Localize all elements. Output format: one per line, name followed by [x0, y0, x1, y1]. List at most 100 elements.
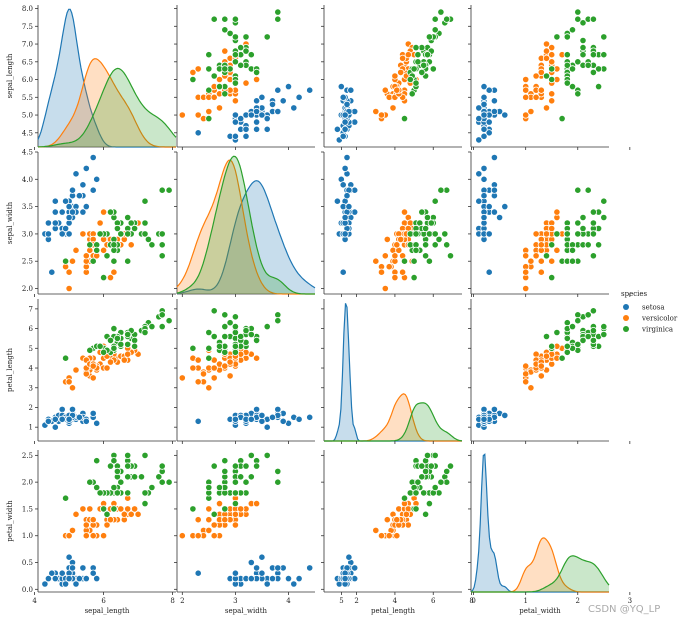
scatter-point-versicolor [383, 516, 391, 524]
scatter-point-versicolor [117, 505, 125, 513]
panels-layer: 4.55.05.56.06.57.07.58.0sepal_length2.02… [6, 5, 632, 615]
scatter-point-virginica [584, 186, 592, 194]
scatter-point-virginica [148, 483, 156, 492]
scatter-point-virginica [89, 257, 97, 265]
y-tick-label: 4.5 [22, 129, 33, 137]
scatter-point-virginica [205, 344, 213, 352]
scatter-point-virginica [86, 478, 94, 486]
scatter-point-versicolor [381, 86, 389, 94]
scatter-point-setosa [82, 203, 90, 211]
scatter-point-setosa [231, 118, 239, 126]
scatter-point-versicolor [253, 75, 261, 84]
scatter-point-virginica [131, 224, 139, 233]
scatter-point-setosa [231, 111, 239, 119]
scatter-point-virginica [242, 462, 250, 470]
scatter-point-setosa [253, 107, 261, 116]
scatter-point-versicolor [537, 68, 545, 77]
scatter-point-versicolor [72, 366, 80, 374]
scatter-point-virginica [594, 65, 603, 73]
scatter-point-versicolor [391, 72, 399, 80]
scatter-point-virginica [141, 489, 149, 497]
scatter-point-virginica [221, 322, 229, 331]
scatter-point-virginica [215, 83, 224, 91]
scatter-point-setosa [258, 411, 266, 419]
scatter-point-virginica [205, 354, 213, 362]
scatter-point-virginica [437, 478, 445, 486]
scatter-point-virginica [553, 33, 561, 41]
scatter-point-setosa [306, 86, 314, 94]
scatter-point-virginica [542, 252, 551, 260]
panel-sepal_width-vs-sepal_width [174, 151, 342, 297]
scatter-point-setosa [194, 569, 202, 577]
scatter-point-virginica [446, 462, 455, 470]
scatter-point-versicolor [393, 86, 401, 94]
scatter-point-virginica [205, 65, 213, 73]
scatter-point-setosa [247, 415, 255, 423]
scatter-point-setosa [490, 107, 498, 116]
scatter-point-setosa [475, 104, 483, 112]
scatter-point-virginica [86, 346, 94, 354]
scatter-point-virginica [231, 478, 239, 486]
scatter-point-virginica [568, 322, 577, 331]
scatter-point-setosa [268, 100, 277, 109]
scatter-point-virginica [205, 51, 213, 59]
scatter-point-setosa [82, 164, 90, 172]
scatter-point-virginica [215, 483, 224, 492]
x-tick-label: 6 [101, 597, 106, 605]
scatter-point-virginica [221, 348, 229, 356]
scatter-point-virginica [158, 252, 166, 260]
scatter-point-virginica [247, 473, 255, 481]
scatter-point-virginica [574, 311, 582, 319]
scatter-point-virginica [221, 467, 229, 475]
scatter-point-virginica [589, 307, 598, 315]
scatter-point-virginica [274, 317, 282, 325]
scatter-point-versicolor [89, 516, 97, 524]
kde-fill-versicolor [324, 393, 462, 441]
scatter-point-setosa [61, 197, 70, 205]
scatter-point-virginica [412, 230, 420, 238]
scatter-point-virginica [110, 257, 118, 265]
scatter-point-versicolor [527, 384, 535, 392]
scatter-point-versicolor [372, 257, 380, 265]
scatter-point-setosa [284, 574, 293, 583]
scatter-point-virginica [247, 330, 255, 339]
scatter-point-setosa [58, 405, 66, 413]
scatter-point-setosa [89, 153, 97, 162]
scatter-point-setosa [480, 192, 488, 200]
scatter-point-versicolor [100, 208, 108, 216]
scatter-point-setosa [79, 564, 87, 572]
scatter-point-setosa [44, 230, 53, 238]
x-tick-label: 4 [393, 597, 398, 605]
scatter-point-setosa [44, 574, 53, 583]
scatter-point-virginica [589, 219, 598, 227]
y-tick-label: 4 [29, 365, 34, 373]
scatter-point-versicolor [89, 362, 97, 370]
scatter-point-virginica [584, 241, 592, 249]
scatter-point-virginica [117, 478, 125, 486]
scatter-point-virginica [594, 241, 603, 249]
scatter-point-setosa [341, 111, 349, 119]
scatter-point-virginica [431, 241, 439, 249]
scatter-point-versicolor [215, 104, 224, 112]
panel-sepal_length-vs-petal_width [468, 5, 631, 150]
scatter-point-setosa [268, 413, 277, 421]
scatter-point-virginica [589, 15, 598, 23]
scatter-point-virginica [124, 473, 132, 481]
scatter-point-setosa [333, 125, 341, 133]
scatter-point-setosa [490, 97, 498, 105]
scatter-point-virginica [431, 26, 439, 34]
panel-sepal_length-vs-sepal_width [174, 5, 342, 150]
scatter-point-virginica [412, 246, 420, 254]
scatter-point-setosa [247, 558, 255, 567]
scatter-point-setosa [89, 569, 97, 577]
scatter-point-setosa [89, 409, 97, 417]
scatter-point-setosa [51, 574, 59, 583]
scatter-point-versicolor [237, 505, 245, 513]
y-tick-label: 2 [29, 404, 33, 412]
scatter-point-versicolor [72, 246, 80, 254]
legend: species setosa versicolor virginica [621, 290, 678, 334]
scatter-point-versicolor [553, 208, 561, 216]
scatter-point-virginica [568, 257, 577, 265]
x-tick-label: 8 [170, 597, 174, 605]
scatter-point-virginica [231, 58, 239, 66]
